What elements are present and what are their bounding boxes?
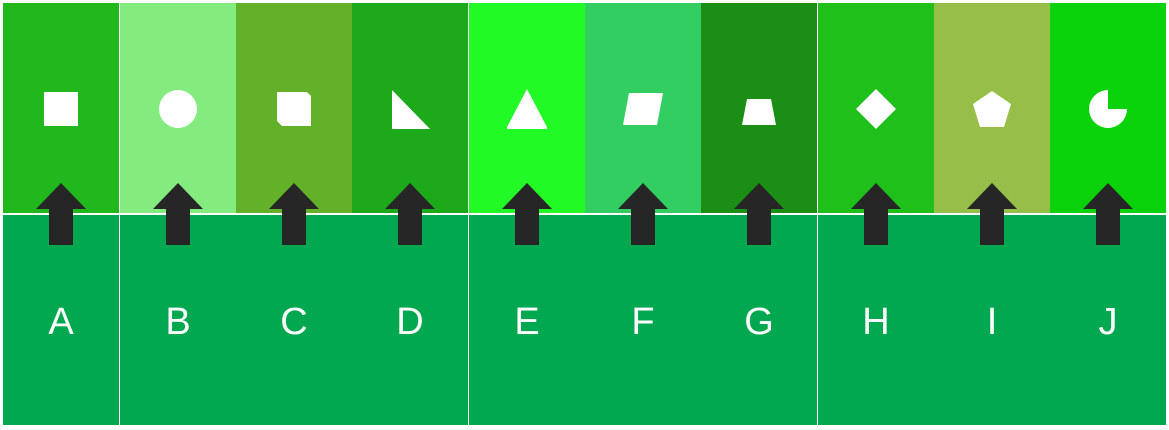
column-letter: J (1098, 301, 1118, 343)
letter-tile[interactable]: J (1050, 215, 1166, 425)
circle-icon (159, 90, 197, 128)
letter-tile[interactable]: G (701, 215, 817, 425)
shape-tile (120, 3, 236, 213)
column-g: G (701, 0, 817, 430)
up-arrow-icon (269, 183, 319, 245)
column-letter: I (986, 301, 998, 343)
trapezoid-icon (742, 99, 776, 125)
letter-tile[interactable]: A (3, 215, 119, 425)
right-triangle-icon (392, 90, 430, 129)
up-arrow-icon (851, 183, 901, 245)
column-letter: G (744, 301, 774, 343)
up-arrow-icon (967, 183, 1017, 245)
column-j: J (1050, 0, 1166, 430)
column-letter: F (631, 301, 655, 343)
shape-tile (352, 3, 468, 213)
triangle-icon (507, 89, 547, 129)
shape-tile (3, 3, 119, 213)
parallelogram-icon (623, 93, 663, 125)
up-arrow-icon (36, 183, 86, 245)
column-letter: A (48, 301, 74, 343)
shape-tile (236, 3, 352, 213)
diamond-icon (856, 89, 896, 129)
pentagon-icon (973, 91, 1011, 127)
letter-tile[interactable]: E (469, 215, 585, 425)
column-f: F (585, 0, 701, 430)
letter-tile[interactable]: D (352, 215, 468, 425)
column-a: A (3, 0, 119, 430)
shape-tile (469, 3, 585, 213)
shape-tile (1050, 3, 1166, 213)
column-letter: C (280, 301, 308, 343)
column-letter: E (514, 301, 540, 343)
column-h: H (818, 0, 934, 430)
shape-tile (934, 3, 1050, 213)
shape-tile (818, 3, 934, 213)
column-i: I (934, 0, 1050, 430)
column-letter: D (396, 301, 424, 343)
square-icon (44, 92, 78, 126)
letter-tile[interactable]: B (120, 215, 236, 425)
up-arrow-icon (153, 183, 203, 245)
letter-tile[interactable]: F (585, 215, 701, 425)
column-letter: B (165, 301, 191, 343)
column-b: B (120, 0, 236, 430)
up-arrow-icon (618, 183, 668, 245)
up-arrow-icon (734, 183, 784, 245)
letter-tile[interactable]: H (818, 215, 934, 425)
up-arrow-icon (502, 183, 552, 245)
letter-tile[interactable]: C (236, 215, 352, 425)
shape-tile (701, 3, 817, 213)
pie-icon (1089, 90, 1127, 128)
up-arrow-icon (1083, 183, 1133, 245)
column-c: C (236, 0, 352, 430)
letter-tile[interactable]: I (934, 215, 1050, 425)
up-arrow-icon (385, 183, 435, 245)
cut-corner-square-icon (277, 92, 311, 126)
shape-tile (585, 3, 701, 213)
column-d: D (352, 0, 468, 430)
column-e: E (469, 0, 585, 430)
column-letter: H (862, 301, 890, 343)
